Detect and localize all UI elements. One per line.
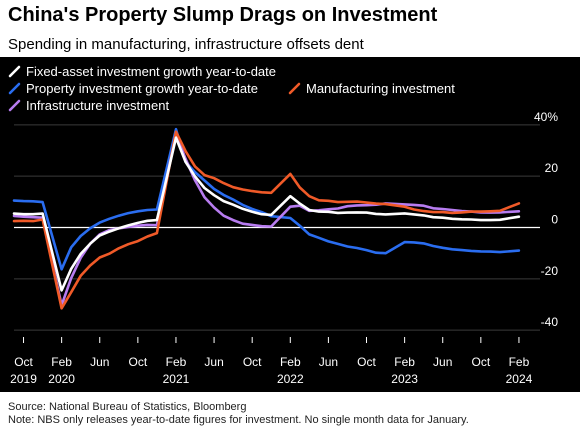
x-tick-year-label: 2022 xyxy=(277,372,304,386)
y-tick-label: 20 xyxy=(545,161,559,175)
y-tick-label: -40 xyxy=(541,315,559,329)
x-tick-label: Jun xyxy=(433,355,452,369)
note-text: Note: NBS only releases year-to-date fig… xyxy=(8,414,469,426)
y-tick-label: -20 xyxy=(541,264,559,278)
x-tick-label: Jun xyxy=(319,355,338,369)
x-tick-year-label: 2024 xyxy=(506,372,533,386)
x-tick-label: Oct xyxy=(357,355,376,369)
x-tick-year-label: 2021 xyxy=(163,372,190,386)
y-axis: 40% 20 0 -20 -40 xyxy=(534,110,558,329)
x-tick-year-label: 2023 xyxy=(391,372,418,386)
series-line-property-investment-growth-year-to-date xyxy=(12,127,521,271)
series-line-infrastructure-investment xyxy=(12,132,521,307)
line-chart: Fixed-asset investment growth year-to-da… xyxy=(8,64,558,386)
x-tick-label: Feb xyxy=(166,355,187,369)
legend-item: Property investment growth year-to-date xyxy=(8,81,258,96)
legend-label: Fixed-asset investment growth year-to-da… xyxy=(26,64,276,79)
series-line-fixed-asset-investment-growth-year-to-date xyxy=(12,136,521,292)
source-notes: Source: National Bureau of Statistics, B… xyxy=(8,401,469,427)
x-tick-label: Oct xyxy=(243,355,262,369)
legend: Fixed-asset investment growth year-to-da… xyxy=(8,64,455,113)
y-gridlines xyxy=(14,124,540,331)
chart-subtitle: Spending in manufacturing, infrastructur… xyxy=(8,36,364,53)
y-tick-label: 0 xyxy=(551,213,558,227)
x-tick-label: Feb xyxy=(280,355,301,369)
legend-label: Infrastructure investment xyxy=(26,98,169,113)
series-lines xyxy=(12,127,521,310)
legend-swatch xyxy=(8,65,21,78)
source-text: Source: National Bureau of Statistics, B… xyxy=(8,401,247,413)
chart-title: China's Property Slump Drags on Investme… xyxy=(8,4,438,26)
legend-swatch xyxy=(8,82,21,95)
legend-swatch xyxy=(288,82,301,95)
legend-label: Manufacturing investment xyxy=(306,81,455,96)
x-tick-year-label: 2020 xyxy=(48,372,75,386)
legend-item: Infrastructure investment xyxy=(8,98,169,113)
legend-item: Fixed-asset investment growth year-to-da… xyxy=(8,64,276,79)
x-tick-year-label: 2019 xyxy=(10,372,37,386)
x-tick-label: Oct xyxy=(472,355,491,369)
legend-label: Property investment growth year-to-date xyxy=(26,81,258,96)
series-line-manufacturing-investment xyxy=(12,130,521,310)
chart-panel: Fixed-asset investment growth year-to-da… xyxy=(0,57,580,392)
x-tick-label: Feb xyxy=(394,355,415,369)
x-tick-label: Oct xyxy=(129,355,148,369)
x-tick-label: Jun xyxy=(204,355,223,369)
x-tick-label: Oct xyxy=(14,355,33,369)
y-tick-label: 40% xyxy=(534,110,558,124)
x-tick-label: Feb xyxy=(51,355,72,369)
legend-swatch xyxy=(8,99,21,112)
legend-item: Manufacturing investment xyxy=(288,81,455,96)
x-tick-label: Feb xyxy=(509,355,530,369)
x-tick-label: Jun xyxy=(90,355,109,369)
x-axis: Oct 2019 Feb 2020 Jun Oct Feb 2021 Jun Oct Feb 2022… xyxy=(10,337,533,386)
